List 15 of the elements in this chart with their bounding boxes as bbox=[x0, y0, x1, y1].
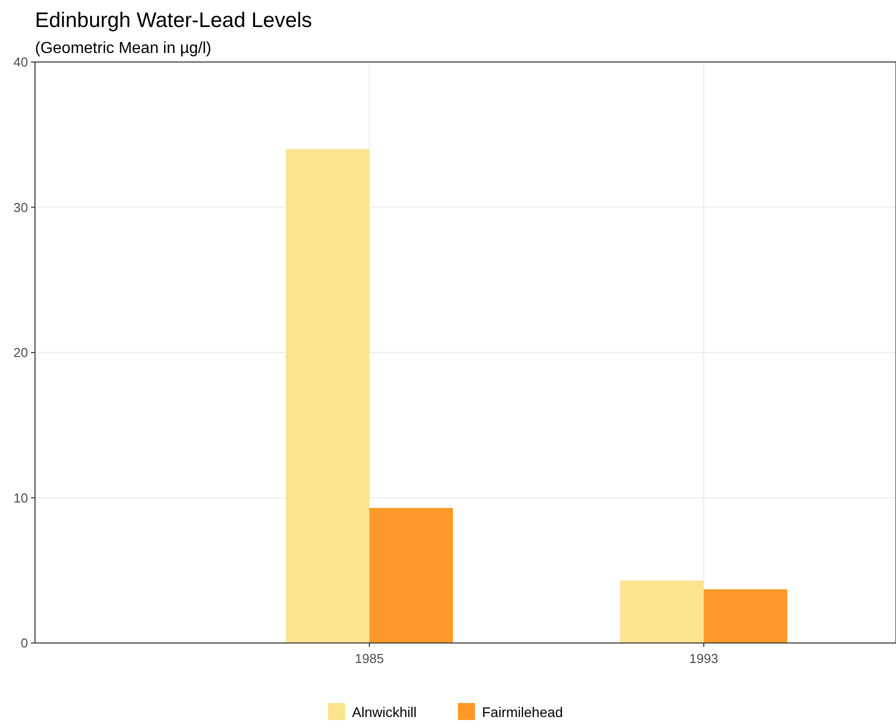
y-tick-label: 0 bbox=[20, 636, 28, 651]
y-tick-label: 40 bbox=[14, 54, 28, 70]
bar bbox=[620, 580, 704, 643]
chart-title: Edinburgh Water-Lead Levels bbox=[35, 9, 312, 32]
bar bbox=[286, 149, 370, 643]
bar bbox=[369, 508, 453, 643]
y-tick-label: 20 bbox=[14, 345, 28, 360]
legend-label: Alnwickhill bbox=[352, 704, 417, 720]
y-tick-label: 10 bbox=[14, 490, 28, 506]
chart-subtitle: (Geometric Mean in µg/l) bbox=[35, 40, 212, 57]
bar bbox=[704, 589, 788, 643]
x-tick-label: 1985 bbox=[354, 651, 384, 666]
y-tick-label: 30 bbox=[14, 200, 28, 215]
legend-label: Fairmilehead bbox=[482, 704, 563, 720]
x-tick-label: 1993 bbox=[689, 651, 718, 666]
